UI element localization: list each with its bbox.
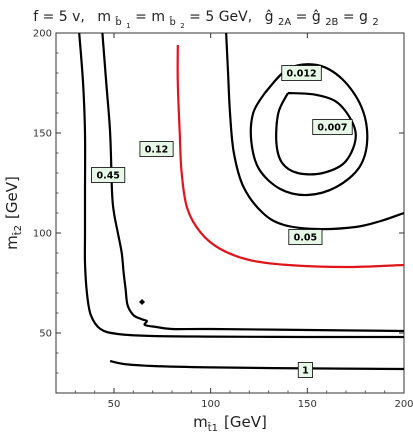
y-tick-label: 100 [33, 229, 52, 240]
title-g-sub1: 2A [278, 17, 291, 28]
title-g-sub3: 2 [372, 17, 378, 28]
title-g-sub2: 2B [325, 17, 338, 28]
contour-label: 0.05 [294, 233, 317, 244]
title-g-eq: = ĝ [296, 9, 321, 25]
title-m-subsub2: 2 [180, 22, 184, 28]
contour-line-0 [109, 359, 405, 371]
title-m-sub1: b̂ [115, 15, 122, 28]
title-m-subsub1: 1 [126, 22, 130, 28]
y-tick-label: 150 [33, 129, 52, 140]
contour-label: 0.45 [96, 171, 119, 182]
contour-line-3 [225, 32, 405, 231]
chart-title: f = 5 v, m b̂ 1 = m b̂ 2 = 5 GeV, ĝ 2A =… [33, 9, 379, 28]
x-tick-label: 50 [108, 399, 121, 410]
title-m-sub2: b̂ [169, 15, 176, 28]
svg-text:f = 5 v, m b̂ 1: f = 5 v, m b̂ 1 = m b̂ 2 = 5 GeV, ĝ 2A =… [33, 9, 379, 28]
x-tick-label: 100 [201, 399, 220, 410]
x-axis-label: mt̂1 [GeV] [193, 413, 267, 434]
title-f-part: f = 5 v, [33, 9, 85, 25]
title-g-tail: = g [343, 9, 368, 25]
title-m-eq: = m [135, 9, 165, 25]
y-tick-label: 50 [39, 329, 52, 340]
contour-label-box [139, 141, 174, 157]
contour-labels: 1 0.45 0.12 0.05 0.012 0.007 [91, 65, 353, 378]
contour-line-5 [275, 91, 357, 176]
contour-label: 0.012 [287, 69, 317, 80]
contour-label-box [288, 229, 323, 245]
contour-lines [78, 32, 405, 371]
contour-line-1 [78, 32, 405, 339]
title-g-part: ĝ [265, 9, 274, 25]
contour-label: 0.12 [145, 145, 168, 156]
contour-label-box [312, 119, 353, 135]
y-tick-label: 200 [33, 29, 52, 40]
x-tick-label: 200 [394, 399, 413, 410]
contour-label-box [91, 167, 126, 183]
contour-label: 1 [302, 366, 309, 377]
title-m-part: m [97, 9, 111, 25]
plot-frame [55, 32, 405, 394]
title-m-tail: = 5 GeV, [189, 9, 252, 25]
contour-label-box [281, 65, 322, 81]
contour-line-2 [176, 44, 405, 269]
x-tick-label: 150 [298, 399, 317, 410]
axis-ticks: 50 100 150 200 50 100 150 200 [33, 29, 413, 411]
contour-label-box [297, 362, 313, 378]
y-axis-label: mt̂2[GeV] [3, 176, 24, 250]
small-marker [139, 299, 146, 305]
contour-label: 0.007 [317, 123, 347, 134]
contour-line-1 [101, 32, 405, 333]
